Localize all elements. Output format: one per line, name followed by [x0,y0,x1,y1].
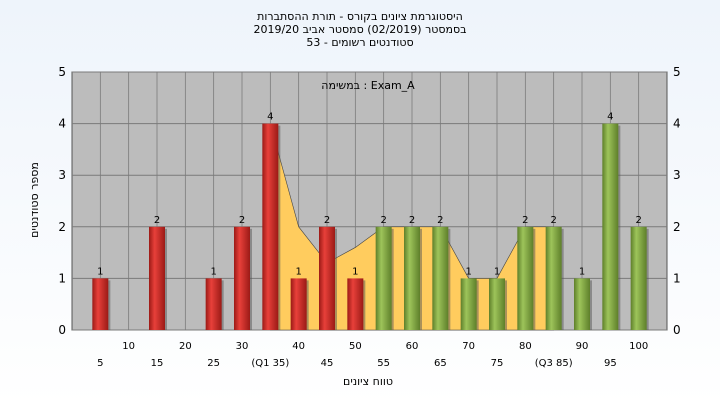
y-axis-left: 0 1 2 3 4 5 [58,65,66,337]
data-label-60: 2 [409,215,415,226]
bar-25 [205,278,222,330]
bar-35 [262,123,279,330]
data-label-45: 2 [324,215,330,226]
bar-90 [574,278,590,330]
chart-title-line-2: בסמסטר (02/2019) סמסטר אביב 2019/20 [253,23,467,36]
y-tick-right: 2 [673,220,681,234]
bar-80 [517,226,534,330]
bar-95 [602,123,619,330]
bar-40 [290,278,307,330]
data-label-55: 2 [380,215,386,226]
x-tick-label: (Q3 85) [535,358,573,369]
y-tick-left: 0 [58,323,66,337]
bar-45 [319,226,335,330]
data-label-85: 2 [550,215,556,226]
y-tick-right: 1 [673,271,681,285]
chart-title-line-1: היסטוגרמת ציונים בקורס - תורת ההסתברות [257,10,463,23]
bar-100 [630,226,647,330]
y-tick-right: 5 [673,65,681,79]
x-tick-label: 55 [377,358,390,369]
x-tick-label: 40 [292,341,305,352]
bar-30 [234,226,250,330]
bar-55 [375,226,392,330]
bars [92,123,649,330]
x-tick-label: 75 [491,358,504,369]
x-tick-label: 15 [151,358,164,369]
x-axis-label: טווח ציונים [343,375,393,388]
x-tick-label: 60 [406,341,419,352]
data-label-15: 2 [154,215,160,226]
bar-75 [489,278,505,330]
bar-15 [149,226,165,330]
x-tick-label: 5 [97,358,103,369]
bar-5 [92,278,109,330]
data-label-30: 2 [239,215,245,226]
data-label-25: 1 [210,266,216,277]
data-label-5: 1 [97,266,103,277]
x-tick-label: 10 [122,341,135,352]
x-tick-label: 25 [207,358,220,369]
data-label-40: 1 [295,266,301,277]
x-tick-label: 45 [321,358,334,369]
y-tick-left: 2 [58,220,66,234]
y-tick-right: 3 [673,168,681,182]
y-tick-left: 1 [58,271,66,285]
bar-50 [347,278,364,330]
y-tick-left: 5 [58,65,66,79]
x-tick-label: 20 [179,341,192,352]
y-axis-right: 0 1 2 3 4 5 [673,65,681,337]
chart-title-line-3: סטודנטים רשומים - 53 [306,36,414,49]
data-label-80: 2 [522,215,528,226]
x-tick-label: 95 [604,358,617,369]
y-tick-left: 4 [58,117,66,131]
y-tick-left: 3 [58,168,66,182]
data-label-50: 1 [352,266,358,277]
data-label-65: 2 [437,215,443,226]
x-tick-label: 90 [576,341,589,352]
data-labels: 1 2 1 2 4 1 2 1 2 2 2 1 1 2 2 1 4 2 [97,112,642,278]
task-annotation: במשימה : Exam_A [321,79,415,92]
x-tick-label: 70 [462,341,475,352]
y-tick-right: 4 [673,117,681,131]
x-tick-label: (Q1 35) [251,358,289,369]
data-label-90: 1 [579,266,585,277]
bar-70 [460,278,477,330]
y-tick-right: 0 [673,323,681,337]
data-label-35: 4 [267,112,273,123]
x-axis: 5 10 15 20 25 30(Q1 35)40 45 50 55 60 65 70 75 80(Q3 … [97,341,648,369]
x-tick-label: 50 [349,341,362,352]
y-axis-label: מספר סטודנטים [28,162,41,238]
x-tick-label: 30 [236,341,249,352]
data-label-100: 2 [635,215,641,226]
bar-65 [432,226,449,330]
x-tick-label: 80 [519,341,532,352]
bar-85 [545,226,562,330]
data-label-70: 1 [465,266,471,277]
data-label-75: 1 [494,266,500,277]
x-tick-label: 100 [629,341,648,352]
data-label-95: 4 [607,112,613,123]
bar-60 [404,226,420,330]
x-tick-label: 65 [434,358,447,369]
